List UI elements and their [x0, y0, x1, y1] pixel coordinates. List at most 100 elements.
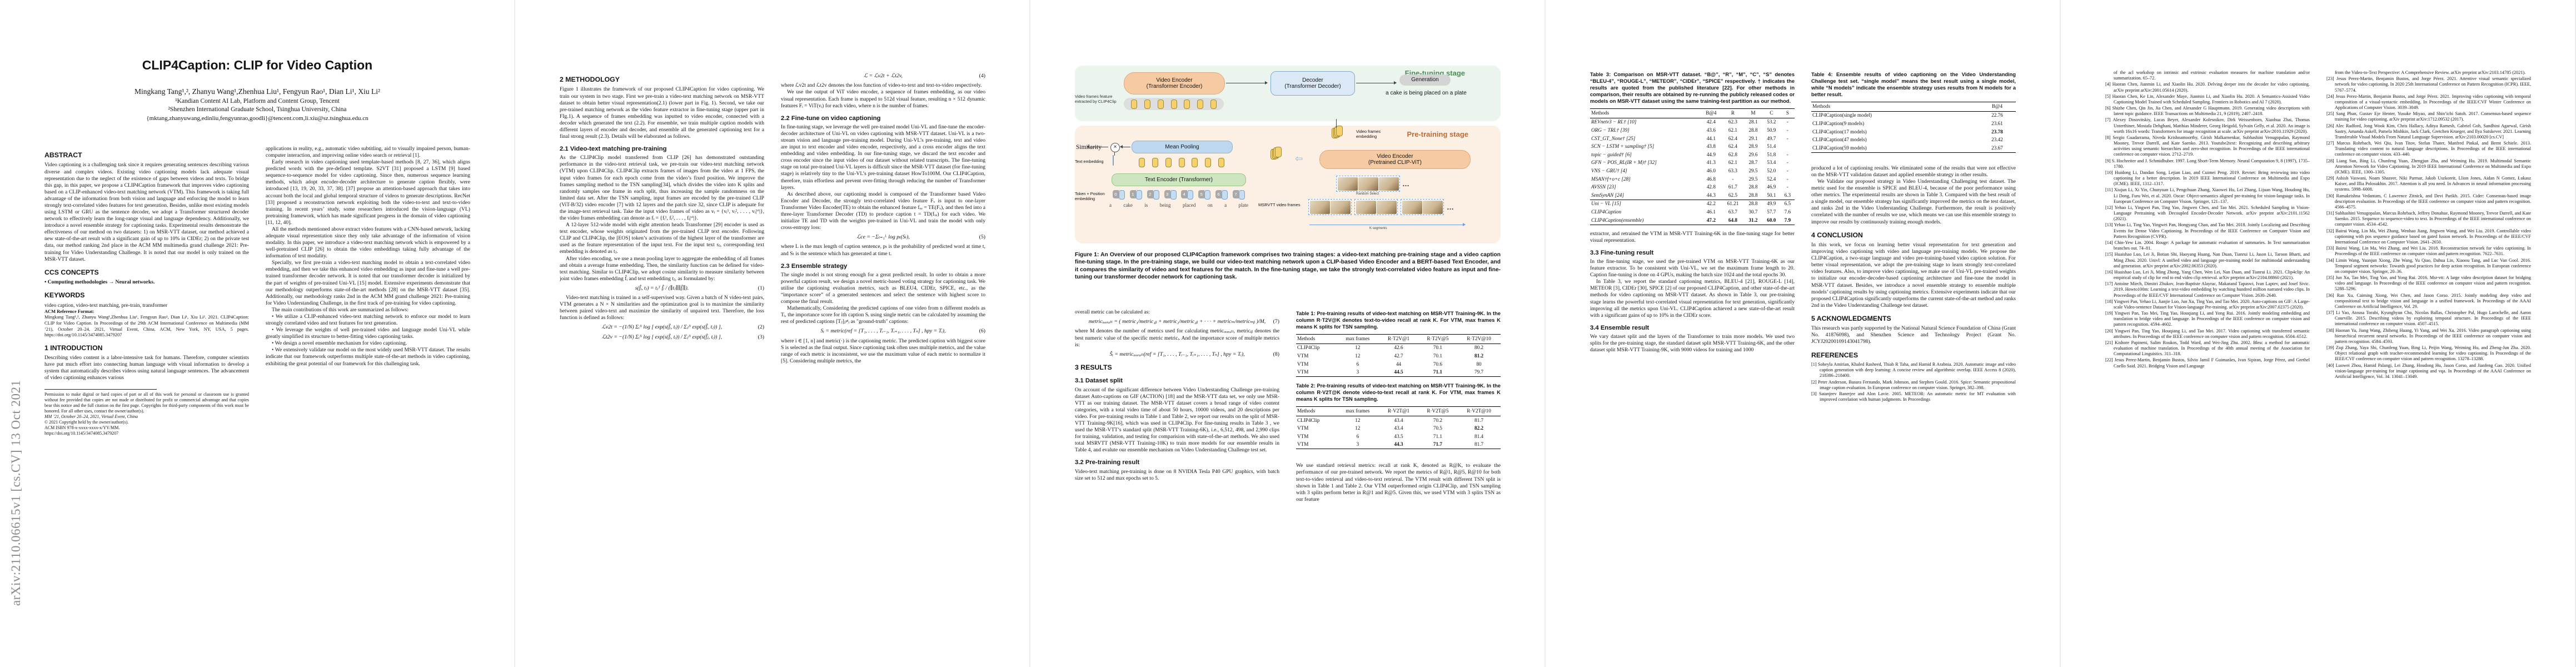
table-cell: 43.8: [1706, 143, 1716, 150]
table-cell: 62.8: [1728, 151, 1737, 157]
reference-item: [20] Yingwei Pan, Ting Yao, Houqiang Li,…: [2105, 328, 2310, 339]
reference-item: [11] Xiujun Li, Xi Yin, Chunyuan Li, Pen…: [2105, 187, 2310, 204]
table-cell: 57.7: [1767, 209, 1776, 215]
table-caption: Table 3: Comparison on MSR-VTT dataset. …: [1590, 72, 1795, 104]
table-cell: SCN − LSTM + sampling† [5]: [1591, 143, 1655, 150]
table-cell: VTM: [1297, 352, 1309, 359]
table-cell: VNS − GRU† [4]: [1591, 168, 1627, 174]
paragraph: In this work, we focus on learning bette…: [1811, 242, 2016, 308]
table-row: CLIP4Caption 46.1 63.7 30.7 57.7 7.6: [1590, 208, 1795, 217]
paragraph: Mathematically, Considering the predicte…: [781, 305, 985, 325]
stacked-token: [1336, 125, 1343, 136]
table-header-row: Methods B@4: [1811, 102, 2016, 112]
table-row: VTM 6 43.5 71.1 81.4: [1296, 432, 1501, 441]
table-cell: CLIP4Caption(47 models): [1812, 137, 1867, 143]
paragraph: video caption, video-text matching, pre-…: [44, 302, 168, 308]
table-cell: CLIP4Caption(single model): [1812, 112, 1872, 118]
table-cell: 3: [1336, 440, 1379, 450]
reference-continuation: from the Video-to-Text Perspective: A Co…: [2335, 70, 2526, 75]
affiliation-2: ²Shenzhen International Graduate School,…: [168, 106, 347, 113]
column-header: R·V2T@1: [1379, 406, 1418, 417]
table-cell: 12: [1355, 345, 1361, 351]
box-label: Generation: [1411, 77, 1439, 83]
table-row: Uni − VL [15] 42.2 61.21 28.8 49.9 6.5: [1590, 199, 1795, 208]
reference-item: [12] Yehao Li, Yingwei Pan, Ting Yao, Ji…: [2105, 205, 2310, 222]
frame-token: [1130, 99, 1137, 109]
table-cell: 70.1: [1433, 352, 1442, 359]
page3-left-column: overall metric can be calculated as: metr…: [1075, 309, 1279, 645]
table-cell: ORG − TRL† [39]: [1591, 127, 1630, 133]
reference-item: [1] Soheyla Amirian, Khaled Rasheed, Thi…: [1811, 362, 2016, 379]
table-cell: -: [1786, 168, 1788, 174]
table-row: CLIP4Clip 12 42.6 70.1 80.2: [1296, 344, 1501, 352]
table-cell: 29.5: [1748, 168, 1758, 174]
frame-token: [1157, 99, 1164, 109]
column-header: max frames: [1336, 406, 1379, 417]
table-cell: 46.1: [1706, 209, 1716, 215]
caption-word: on: [1207, 202, 1213, 208]
paragraph: As the CLIP4Clip model transferred from …: [560, 155, 764, 222]
token-position-pair: 1: [1129, 190, 1142, 200]
equation-number: (1): [758, 285, 764, 291]
table-row: CLIP4Clip 12 43.4 70.2 81.7: [1296, 416, 1501, 425]
paragraph: As described above, our captioning model…: [781, 191, 985, 231]
table-cell: 80: [1476, 361, 1482, 367]
table-row: CLIP4Caption(9 models) 23.61: [1811, 120, 2016, 128]
frame-token-strip: [1124, 98, 1224, 110]
table-cell: -: [1786, 184, 1788, 190]
pretrain-stage-label: Pre-training stage: [1407, 130, 1468, 138]
reference-item: [23] Jesus Perez-Martin, Benjamin Bustos…: [2326, 76, 2531, 93]
reference-item: [8] Sergio Guadarrama, Niveda Krishnamoo…: [2105, 135, 2310, 157]
table-caption: Table 1: Pre-training results of video-t…: [1296, 311, 1501, 330]
column-header: R·T2V@10: [1457, 334, 1501, 344]
reference-item: [15] Huaishao Luo, Lei Ji, Botian Shi, H…: [2105, 252, 2310, 268]
reference-item: [24] Jesus Perez-Martin, Benjamin Bustos…: [2326, 93, 2531, 111]
column-header: R: [1721, 108, 1745, 118]
reference-item: [32] Bairui Wang, Lin Ma, Wei Zhang, Wen…: [2326, 228, 2531, 245]
page1-right-column: applications in reality, e.g., automatic…: [266, 146, 470, 644]
results-table: Methods B@4 CLIP4Caption(single model) 22.7…: [1811, 102, 2016, 153]
table-cell: 71.1: [1418, 368, 1458, 377]
reference-item: [19] Yingwei Pan, Tao Mei, Ting Yao, Hou…: [2105, 311, 2310, 327]
token-position-pair: 0: [1113, 190, 1125, 200]
title-block: CLIP4Caption: CLIP for Video Caption Min…: [44, 58, 470, 122]
table-cell: 44.3: [1379, 440, 1418, 450]
position-index: 7: [1232, 190, 1239, 198]
equation: ℒt2v = −(1/N) Σᵢᴺ log [ exp(s(f̂ᵢ, tᵢ)) …: [560, 334, 764, 341]
paragraph: • Computing methodologies → Neural netwo…: [44, 279, 155, 286]
token-position-row: 0 1 2 3 4 5 6 7: [1113, 190, 1245, 200]
table-cell: -: [1786, 160, 1788, 166]
reference-item: [27] Marcus Rohrbach, Wei Qiu, Ivan Tito…: [2326, 141, 2531, 157]
footnote-line: © 2021 Copyright held by the owner/autho…: [44, 420, 129, 425]
token-position-pair: 4: [1181, 190, 1194, 200]
stacked-token: [1274, 146, 1282, 157]
column-header: S: [1780, 108, 1795, 118]
reference-item: [36] Ran Xu, Caiming Xiong, Wei Chen, an…: [2326, 292, 2531, 309]
pooled-token-row: [1132, 158, 1232, 167]
table-cell: 22.76: [1991, 112, 2003, 118]
paragraph: where L is the max length of caption sen…: [781, 243, 985, 257]
table-cell: Uni − VL [15]: [1590, 199, 1701, 208]
table-cell: VTM: [1296, 440, 1337, 450]
connector-line: [1114, 152, 1115, 156]
table-cell: -: [1786, 135, 1788, 141]
table-cell: 43.5: [1394, 433, 1403, 439]
column-header: R·T2V@1: [1379, 334, 1418, 344]
column-header: Methods: [1296, 406, 1337, 417]
table-cell: 61.21: [1721, 199, 1745, 208]
column-header: R·V2T@5: [1418, 406, 1458, 417]
table-cell: 62.1: [1728, 160, 1737, 166]
paragraph: where M denotes the number of metrics us…: [1075, 328, 1279, 348]
box-label: Video Encoder: [1156, 77, 1193, 83]
table-cell: 50.9: [1767, 127, 1776, 133]
paragraph: After video encoding, we use a mean pool…: [560, 255, 764, 282]
table-cell: 70.5: [1433, 425, 1442, 431]
table-cell: -: [1786, 119, 1788, 125]
table-cell: 52.0: [1767, 168, 1776, 174]
table-cell: 70.1: [1433, 345, 1442, 351]
equation-body: s(f̂ᵢ, tⱼ) = tⱼᵀ f̂ᵢ / (∥tⱼ∥∥f̂ᵢ∥).: [635, 285, 689, 291]
subsection-heading: 2.1 Video-text matching pre-training: [560, 146, 667, 153]
section-heading: ABSTRACT: [44, 151, 82, 159]
table-cell: 28.8: [1748, 192, 1758, 198]
table-cell: 81.7: [1474, 417, 1484, 423]
